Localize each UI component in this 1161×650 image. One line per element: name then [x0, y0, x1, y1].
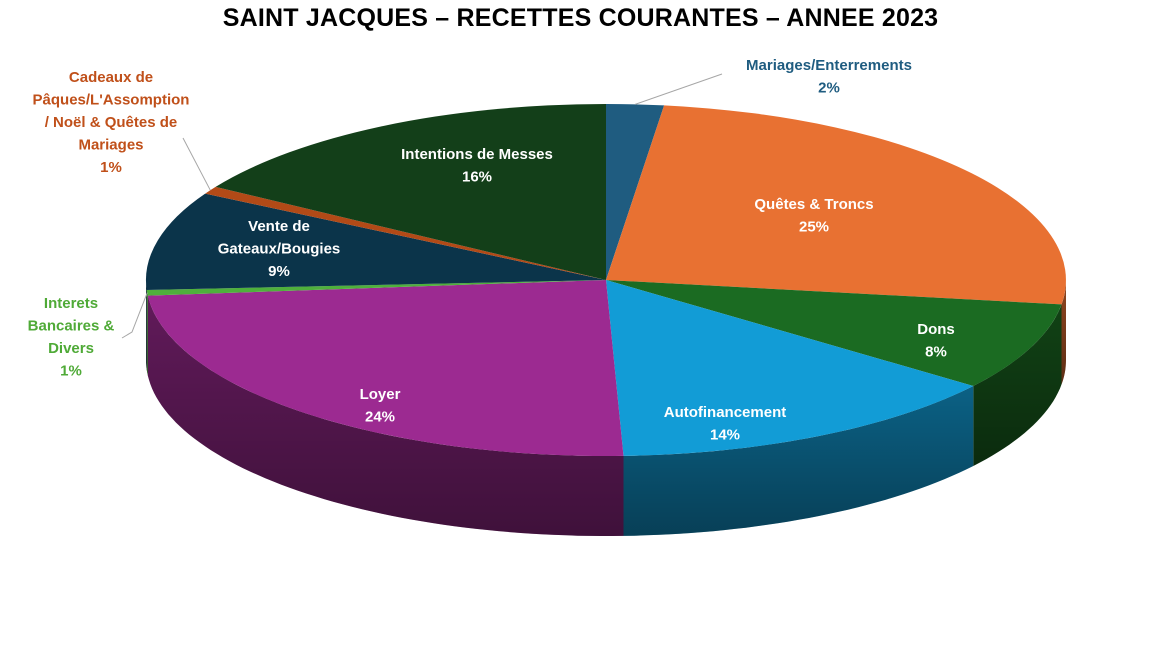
slice-label-loyer: Loyer 24%	[360, 386, 401, 426]
slice-percent-label: 8%	[925, 344, 947, 361]
slice-name-label: Pâques/L'Assomption	[33, 92, 190, 109]
slice-name-label: Bancaires &	[28, 318, 115, 335]
slice-label-intentions-de-messes: Intentions de Messes 16%	[401, 146, 553, 186]
slice-name-label: Vente de	[248, 218, 310, 235]
slice-percent-label: 16%	[462, 169, 492, 186]
leader-lines	[121, 73, 723, 339]
leader-line-cadeaux-de-paques-l-assomption-noel-quetes-de-mariages	[182, 137, 211, 191]
slice-percent-label: 14%	[710, 427, 740, 444]
slice-label-mariages-enterrements: Mariages/Enterrements 2%	[746, 57, 912, 97]
slice-percent-label: 24%	[365, 409, 395, 426]
pie-slice-autofinancement	[606, 280, 974, 456]
slice-name-label: Gateaux/Bougies	[218, 241, 341, 258]
chart-title: SAINT JACQUES – RECETTES COURANTES – ANN…	[222, 4, 939, 32]
slice-name-label: Mariages/Enterrements	[746, 57, 912, 74]
pie-side-shade-vente-de-gateaux-bougies	[146, 280, 147, 370]
pie-side-shade-dons	[973, 304, 1062, 466]
slice-label-cadeaux-de-paques-l-assomption-noel-quetes-de-mariages: Cadeaux de Pâques/L'Assomption / Noël & Qu…	[33, 69, 190, 176]
slice-name-label: Cadeaux de	[69, 69, 153, 86]
pie-slice-dons	[606, 280, 1062, 386]
pie-slice-interets-bancaires-divers	[146, 280, 606, 296]
slice-percent-label: 2%	[818, 80, 840, 97]
pie-side-shade-loyer	[147, 295, 624, 536]
slice-label-quetes-troncs: Quêtes & Troncs 25%	[754, 196, 873, 236]
slice-percent-label: 1%	[100, 159, 122, 176]
pie-side-shade-interets-bancaires-divers	[146, 290, 148, 376]
slice-label-vente-de-gateaux-bougies: Vente de Gateaux/Bougies 9%	[218, 218, 341, 280]
leader-line-mariages-enterrements	[634, 73, 723, 105]
slice-name-label: Interets	[44, 295, 98, 312]
pie-side-shade-quetes-troncs	[1061, 280, 1066, 385]
slice-name-label: Autofinancement	[664, 404, 787, 421]
slice-name-label: Dons	[917, 321, 955, 338]
pie-slice-vente-de-gateaux-bougies	[145, 193, 606, 290]
slice-labels: Mariages/Enterrements 2% Quêtes & Troncs 25…	[28, 57, 955, 444]
pie-slice-mariages-enterrements	[606, 103, 665, 281]
leader-line-interets-bancaires-divers	[121, 292, 148, 339]
slice-label-dons: Dons 8%	[917, 321, 955, 361]
slice-name-label: / Noël & Quêtes de	[45, 114, 178, 131]
slice-percent-label: 25%	[799, 219, 829, 236]
pie-slice-loyer	[147, 280, 624, 457]
pie-slice-quetes-troncs	[606, 105, 1066, 305]
slice-name-label: Quêtes & Troncs	[754, 196, 873, 213]
pie-slice-cadeaux-de-paques-l-assomption-noel-quetes-de-mariages	[205, 186, 606, 280]
pie-slice-intentions-de-messes	[215, 104, 606, 280]
slice-name-label: Mariages	[78, 137, 143, 154]
slice-name-label: Loyer	[360, 386, 401, 403]
slice-percent-label: 9%	[268, 263, 290, 280]
slice-name-label: Intentions de Messes	[401, 146, 553, 163]
pie-tops	[145, 103, 1066, 457]
pie-sides	[146, 280, 1066, 536]
slice-label-interets-bancaires-divers: Interets Bancaires & Divers 1%	[28, 295, 115, 380]
pie-side-shade-autofinancement	[623, 386, 974, 536]
slice-percent-label: 1%	[60, 363, 82, 380]
slice-label-autofinancement: Autofinancement 14%	[664, 404, 787, 444]
slice-name-label: Divers	[48, 340, 94, 357]
